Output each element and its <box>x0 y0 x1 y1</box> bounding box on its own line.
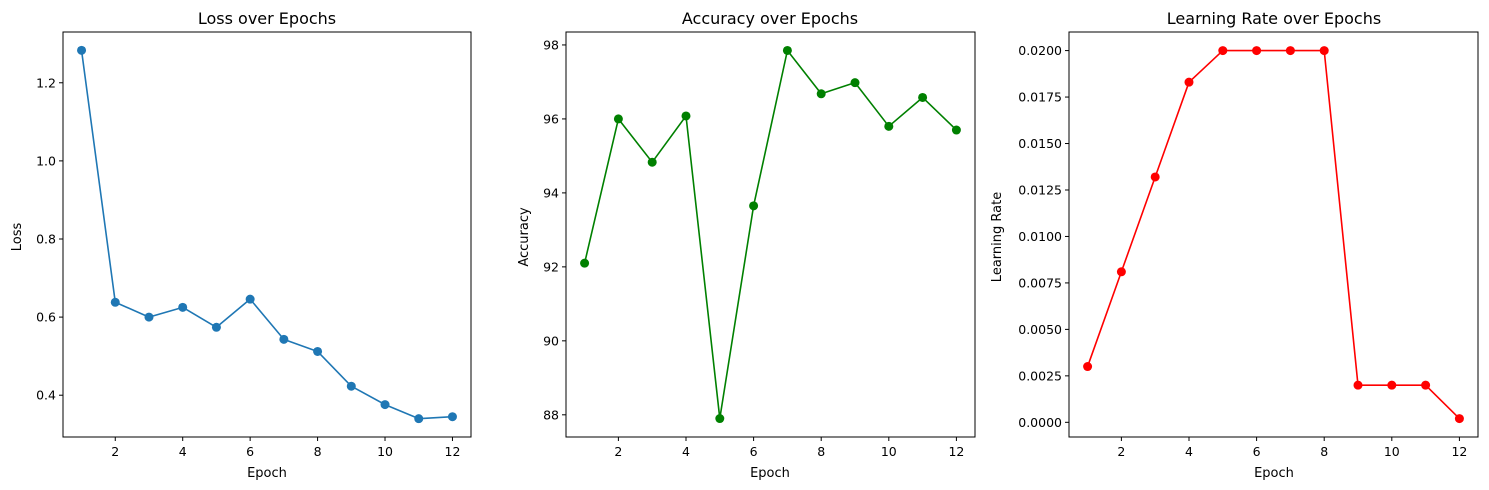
loss-data-point <box>144 312 154 322</box>
loss-plot: Loss over Epochs Epoch Loss 2 4 6 8 10 12 0.4 0… <box>10 9 472 481</box>
learning-rate-plot-ylabel: Learning Rate <box>990 192 1005 282</box>
learning-rate-x-tick-label: 4 <box>1185 444 1193 459</box>
loss-x-tick-label: 4 <box>179 444 187 459</box>
accuracy-data-point <box>782 45 792 55</box>
loss-plot-title: Loss over Epochs <box>198 9 336 28</box>
learning-rate-y-tick-label: 0.0125 <box>1018 182 1062 197</box>
loss-y-tick-label: 0.6 <box>36 310 56 325</box>
loss-data-point <box>380 400 390 410</box>
learning-rate-data-point <box>1319 46 1329 56</box>
accuracy-data-point <box>951 125 961 135</box>
loss-series-line <box>80 50 453 420</box>
loss-data-point <box>414 414 424 424</box>
accuracy-x-tick-label: 4 <box>682 444 690 459</box>
learning-rate-data-point <box>1184 77 1194 87</box>
loss-x-tick-label: 12 <box>445 444 461 459</box>
learning-rate-y-tick-label: 0.0150 <box>1018 136 1062 151</box>
loss-y-tick-label: 1.0 <box>36 153 56 168</box>
accuracy-y-tick-label: 96 <box>543 111 559 126</box>
accuracy-y-tick-label: 90 <box>543 333 559 348</box>
accuracy-data-point <box>749 201 759 211</box>
loss-data-point <box>178 302 188 312</box>
accuracy-data-point <box>850 78 860 88</box>
loss-data-point <box>110 297 120 307</box>
loss-x-tick-label: 6 <box>246 444 254 459</box>
loss-data-point <box>279 334 289 344</box>
accuracy-data-point <box>580 258 590 268</box>
learning-rate-series-line <box>1086 49 1460 420</box>
accuracy-plot-xlabel: Epoch <box>750 466 790 481</box>
learning-rate-plot-xlabel: Epoch <box>1254 466 1294 481</box>
loss-x-tick-label: 2 <box>111 444 119 459</box>
learning-rate-x-tick-label: 8 <box>1320 444 1328 459</box>
accuracy-data-point <box>816 89 826 99</box>
learning-rate-data-point <box>1387 380 1397 390</box>
loss-data-point <box>211 322 221 332</box>
accuracy-y-tick-label: 88 <box>543 407 559 422</box>
learning-rate-plot-title: Learning Rate over Epochs <box>1167 9 1381 28</box>
accuracy-plot-ylabel: Accuracy <box>517 207 532 267</box>
learning-rate-y-tick-label: 0.0000 <box>1018 415 1062 430</box>
accuracy-x-tick-label: 10 <box>881 444 897 459</box>
learning-rate-data-point <box>1421 380 1431 390</box>
accuracy-data-point <box>884 121 894 131</box>
accuracy-data-point <box>647 157 657 167</box>
accuracy-axes-frame <box>565 31 976 438</box>
learning-rate-y-tick-label: 0.0075 <box>1018 275 1062 290</box>
learning-rate-data-point <box>1150 172 1160 182</box>
loss-plot-xlabel: Epoch <box>247 466 287 481</box>
loss-data-point <box>313 346 323 356</box>
learning-rate-plot: Learning Rate over Epochs Epoch Learning… <box>990 9 1479 481</box>
learning-rate-x-tick-label: 10 <box>1384 444 1400 459</box>
learning-rate-data-point <box>1083 362 1093 372</box>
learning-rate-x-tick-label: 12 <box>1451 444 1467 459</box>
loss-x-tick-label: 10 <box>377 444 393 459</box>
learning-rate-x-tick-label: 6 <box>1253 444 1261 459</box>
learning-rate-axes-frame <box>1068 31 1479 438</box>
loss-y-tick-label: 0.8 <box>36 231 56 246</box>
learning-rate-y-tick-label: 0.0200 <box>1018 43 1062 58</box>
accuracy-y-tick-label: 92 <box>543 259 559 274</box>
loss-y-tick-label: 1.2 <box>36 75 56 90</box>
learning-rate-data-point <box>1252 46 1262 56</box>
learning-rate-y-tick-label: 0.0100 <box>1018 229 1062 244</box>
accuracy-data-point <box>681 111 691 121</box>
loss-data-point <box>447 412 457 422</box>
learning-rate-x-tick-label: 2 <box>1117 444 1125 459</box>
accuracy-plot-title: Accuracy over Epochs <box>682 9 858 28</box>
accuracy-y-tick-label: 94 <box>543 185 559 200</box>
accuracy-series-line <box>583 49 957 420</box>
learning-rate-data-point <box>1454 414 1464 424</box>
loss-y-tick-label: 0.4 <box>36 388 56 403</box>
accuracy-data-point <box>918 92 928 102</box>
loss-plot-ylabel: Loss <box>10 223 25 252</box>
accuracy-x-tick-label: 2 <box>614 444 622 459</box>
loss-data-point <box>77 45 87 55</box>
loss-axes-frame <box>62 31 472 438</box>
learning-rate-data-point <box>1285 46 1295 56</box>
learning-rate-y-tick-label: 0.0175 <box>1018 90 1062 105</box>
accuracy-x-tick-label: 12 <box>948 444 964 459</box>
learning-rate-y-tick-label: 0.0050 <box>1018 322 1062 337</box>
learning-rate-data-point <box>1116 267 1126 277</box>
accuracy-plot: Accuracy over Epochs Epoch Accuracy 2 4 6 8… <box>517 9 976 481</box>
accuracy-x-tick-label: 6 <box>750 444 758 459</box>
accuracy-data-point <box>715 414 725 424</box>
accuracy-y-tick-label: 98 <box>543 37 559 52</box>
loss-data-point <box>346 381 356 391</box>
learning-rate-data-point <box>1353 380 1363 390</box>
learning-rate-y-tick-label: 0.0025 <box>1018 368 1062 383</box>
loss-x-tick-label: 8 <box>314 444 322 459</box>
learning-rate-data-point <box>1218 46 1228 56</box>
accuracy-data-point <box>613 114 623 124</box>
accuracy-x-tick-label: 8 <box>817 444 825 459</box>
loss-data-point <box>245 294 255 304</box>
